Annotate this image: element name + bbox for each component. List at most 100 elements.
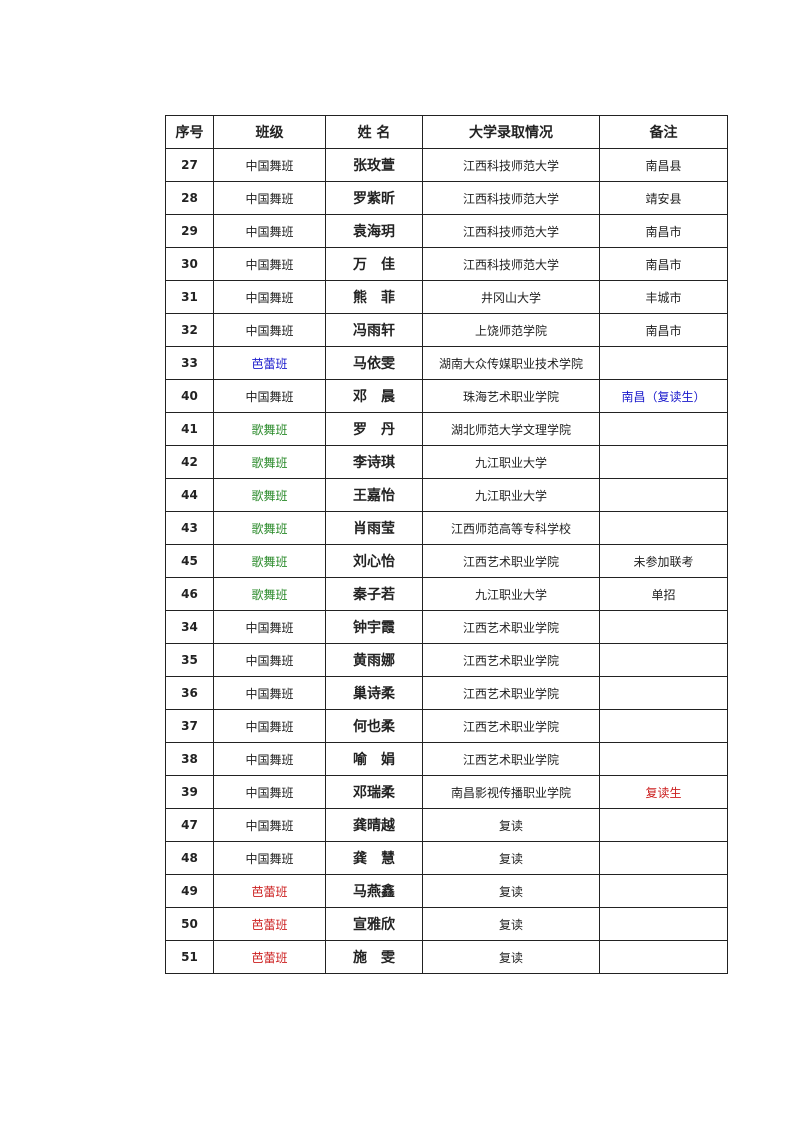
note-cell: 复读生: [599, 775, 728, 809]
table-row: 29 中国舞班 袁海玥 江西科技师范大学 南昌市: [165, 214, 728, 248]
class-cell: 芭蕾班: [213, 874, 326, 908]
note-cell: [599, 808, 728, 842]
class-cell: 芭蕾班: [213, 346, 326, 380]
table-row: 33 芭蕾班 马依雯 湖南大众传媒职业技术学院: [165, 346, 728, 380]
university-cell: 江西艺术职业学院: [422, 709, 600, 743]
name-cell: 邓瑞柔: [325, 775, 423, 809]
name-cell: 李诗琪: [325, 445, 423, 479]
header-name: 姓 名: [325, 115, 423, 149]
class-cell: 中国舞班: [213, 841, 326, 875]
class-cell: 中国舞班: [213, 247, 326, 281]
row-number: 48: [165, 841, 214, 875]
name-cell: 秦子若: [325, 577, 423, 611]
university-cell: 九江职业大学: [422, 577, 600, 611]
class-cell: 芭蕾班: [213, 907, 326, 941]
name-cell: 王嘉怡: [325, 478, 423, 512]
table-row: 49 芭蕾班 马燕鑫 复读: [165, 874, 728, 908]
university-cell: 江西艺术职业学院: [422, 643, 600, 677]
class-cell: 中国舞班: [213, 148, 326, 182]
row-number: 44: [165, 478, 214, 512]
class-cell: 歌舞班: [213, 412, 326, 446]
university-cell: 井冈山大学: [422, 280, 600, 314]
header-row: 序号 班级 姓 名 大学录取情况 备注: [165, 115, 728, 149]
table-row: 42 歌舞班 李诗琪 九江职业大学: [165, 445, 728, 479]
table-row: 40 中国舞班邓 晨珠海艺术职业学院 南昌（复读生）: [165, 379, 728, 413]
name-cell: 宣雅欣: [325, 907, 423, 941]
university-cell: 上饶师范学院: [422, 313, 600, 347]
class-cell: 中国舞班: [213, 313, 326, 347]
class-cell: 歌舞班: [213, 577, 326, 611]
class-cell: 中国舞班: [213, 280, 326, 314]
class-cell: 中国舞班: [213, 775, 326, 809]
row-number: 46: [165, 577, 214, 611]
name-cell: 张玫萱: [325, 148, 423, 182]
note-cell: [599, 610, 728, 644]
table-row: 36 中国舞班 巢诗柔 江西艺术职业学院: [165, 676, 728, 710]
note-cell: [599, 874, 728, 908]
class-cell: 中国舞班: [213, 214, 326, 248]
class-cell: 中国舞班: [213, 808, 326, 842]
university-cell: 九江职业大学: [422, 478, 600, 512]
note-cell: 南昌（复读生）: [599, 379, 728, 413]
row-number: 29: [165, 214, 214, 248]
row-number: 27: [165, 148, 214, 182]
class-cell: 中国舞班: [213, 742, 326, 776]
note-cell: [599, 412, 728, 446]
table-row: 45 歌舞班 刘心怡 江西艺术职业学院 未参加联考: [165, 544, 728, 578]
class-cell: 歌舞班: [213, 544, 326, 578]
name-cell: 喻 娟: [325, 742, 423, 776]
university-cell: 江西科技师范大学: [422, 247, 600, 281]
note-cell: 南昌市: [599, 247, 728, 281]
note-cell: 未参加联考: [599, 544, 728, 578]
university-cell: 复读: [422, 841, 600, 875]
class-cell: 中国舞班: [213, 709, 326, 743]
row-number: 31: [165, 280, 214, 314]
header-note: 备注: [599, 115, 728, 149]
name-cell: 巢诗柔: [325, 676, 423, 710]
university-cell: 江西科技师范大学: [422, 148, 600, 182]
name-cell: 万 佳: [325, 247, 423, 281]
university-cell: 复读: [422, 940, 600, 974]
header-university: 大学录取情况: [422, 115, 600, 149]
class-cell: 歌舞班: [213, 511, 326, 545]
class-cell: 中国舞班: [213, 379, 326, 413]
row-number: 28: [165, 181, 214, 215]
university-cell: 江西艺术职业学院: [422, 676, 600, 710]
university-cell: 复读: [422, 808, 600, 842]
table-row: 38 中国舞班喻 娟江西艺术职业学院: [165, 742, 728, 776]
row-number: 42: [165, 445, 214, 479]
note-cell: [599, 346, 728, 380]
table-row: 46 歌舞班 秦子若 九江职业大学 单招: [165, 577, 728, 611]
row-number: 41: [165, 412, 214, 446]
row-number: 35: [165, 643, 214, 677]
note-cell: 丰城市: [599, 280, 728, 314]
name-cell: 何也柔: [325, 709, 423, 743]
note-cell: [599, 676, 728, 710]
class-cell: 歌舞班: [213, 478, 326, 512]
name-cell: 马依雯: [325, 346, 423, 380]
name-cell: 肖雨莹: [325, 511, 423, 545]
table-row: 31 中国舞班熊 菲井冈山大学 丰城市: [165, 280, 728, 314]
row-number: 40: [165, 379, 214, 413]
university-cell: 珠海艺术职业学院: [422, 379, 600, 413]
row-number: 37: [165, 709, 214, 743]
note-cell: 南昌县: [599, 148, 728, 182]
row-number: 30: [165, 247, 214, 281]
name-cell: 邓 晨: [325, 379, 423, 413]
name-cell: 龚晴越: [325, 808, 423, 842]
table-row: 34 中国舞班 钟宇霞 江西艺术职业学院: [165, 610, 728, 644]
row-number: 43: [165, 511, 214, 545]
name-cell: 施 雯: [325, 940, 423, 974]
row-number: 38: [165, 742, 214, 776]
class-cell: 中国舞班: [213, 610, 326, 644]
class-cell: 中国舞班: [213, 643, 326, 677]
name-cell: 冯雨轩: [325, 313, 423, 347]
row-number: 36: [165, 676, 214, 710]
table-row: 30 中国舞班万 佳江西科技师范大学 南昌市: [165, 247, 728, 281]
table-row: 32 中国舞班 冯雨轩 上饶师范学院 南昌市: [165, 313, 728, 347]
university-cell: 江西艺术职业学院: [422, 544, 600, 578]
name-cell: 钟宇霞: [325, 610, 423, 644]
university-cell: 湖南大众传媒职业技术学院: [422, 346, 600, 380]
row-number: 39: [165, 775, 214, 809]
note-cell: [599, 841, 728, 875]
